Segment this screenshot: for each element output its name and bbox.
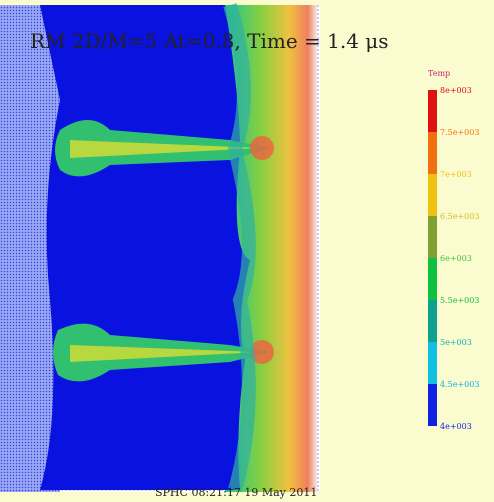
colorbar-label: 6e+003 — [440, 254, 472, 263]
colorbar-label: 7.5e+003 — [440, 128, 479, 137]
simulation-field — [0, 3, 320, 492]
title: RM 2D/M=5 At=0.8, Time = 1.4 μs — [30, 29, 389, 53]
colorbar-label: 5.5e+003 — [440, 296, 479, 305]
colorbar-label: 8e+003 — [440, 86, 472, 95]
colorbar — [428, 90, 437, 426]
colorbar-label: 4.5e+003 — [440, 380, 479, 389]
colorbar-title: Temp — [428, 69, 450, 78]
colorbar-label: 4e+003 — [440, 422, 472, 431]
colorbar-label: 5e+003 — [440, 338, 472, 347]
footer: SPHC 08:21:17 19 May 2011 — [155, 486, 317, 499]
colorbar-label: 7e+003 — [440, 170, 472, 179]
colorbar-label: 6.5e+003 — [440, 212, 479, 221]
